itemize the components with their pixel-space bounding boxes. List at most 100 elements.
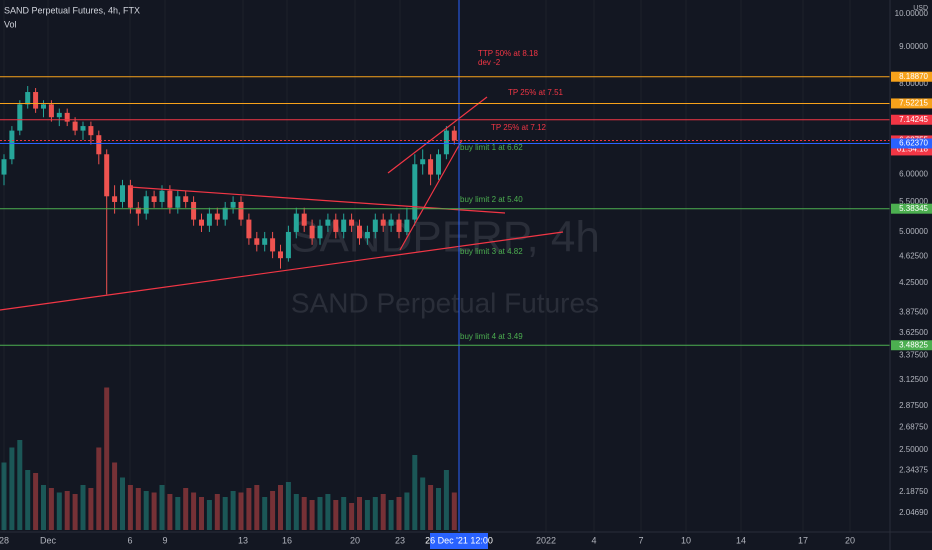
x-tick-label: 13 (238, 535, 248, 545)
candle-body (167, 190, 173, 208)
candle-body (120, 185, 125, 202)
candle-body (317, 225, 323, 239)
candle-body (25, 92, 31, 105)
volume-bar (151, 492, 157, 530)
y-tick-label: 6.00000 (899, 170, 928, 179)
candle-body (206, 213, 212, 226)
candle-body (64, 112, 70, 122)
candle-body (33, 92, 39, 109)
candle-body (104, 154, 110, 197)
candle-body (396, 219, 402, 232)
y-tick-label: 3.12500 (899, 375, 928, 384)
x-tick-label: 10 (681, 535, 691, 545)
annotation: buy limit 2 at 5.40 (460, 195, 523, 204)
x-tick-label: 9 (162, 535, 167, 545)
candle-body (451, 130, 457, 141)
candle-body (309, 225, 315, 239)
candle-body (1, 159, 7, 175)
volume-bar (301, 497, 307, 530)
price-tag (891, 203, 932, 214)
volume-bar (214, 494, 220, 530)
y-tick-label: 3.62500 (899, 328, 928, 337)
candle-body (293, 213, 299, 232)
volume-bar (230, 491, 236, 530)
volume-bar (443, 470, 449, 530)
candle-body (412, 164, 418, 220)
volume-bar (56, 492, 62, 530)
volume-bar (372, 497, 378, 530)
price-tag (891, 340, 932, 351)
x-tick-label: 20 (350, 535, 360, 545)
annotation: buy limit 3 at 4.82 (460, 247, 523, 256)
watermark-subtitle: SAND Perpetual Futures (291, 287, 599, 318)
volume-bar (64, 491, 70, 530)
volume-bar (380, 494, 386, 530)
candle-body (301, 213, 307, 226)
volume-bar (183, 488, 189, 530)
candle-body (41, 104, 46, 109)
volume-bar (72, 494, 78, 530)
volume-bar (325, 494, 331, 530)
candle-body (333, 219, 339, 232)
candle-body (238, 201, 244, 220)
price-tag-label: 3.48825 (899, 340, 928, 349)
candle-body (270, 238, 276, 252)
annotation: TP 25% at 7.51 (508, 88, 564, 97)
volume-bar (48, 488, 54, 530)
volume-bar (127, 485, 133, 530)
candle-body (183, 196, 189, 202)
candle-body (404, 219, 410, 232)
price-tag-label: 6.62370 (899, 139, 928, 148)
candle-body (278, 251, 283, 259)
crosshair-label: 26 Dec '21 12:00 (425, 535, 493, 545)
volume-bar (349, 503, 355, 530)
candle-body (88, 126, 94, 136)
volume-bar (246, 488, 252, 530)
annotation: buy limit 1 at 6.62 (460, 143, 523, 152)
x-tick-label: Dec (40, 535, 57, 545)
price-tag-label: 7.52215 (899, 99, 928, 108)
volume-bar (293, 494, 299, 530)
volume-bar (317, 497, 323, 530)
candle-body (135, 207, 141, 214)
volume-bar (175, 497, 181, 530)
volume-bar (25, 470, 31, 530)
y-tick-label: 3.87500 (899, 307, 928, 316)
volume-bar (364, 500, 370, 530)
candle-body (262, 238, 268, 245)
candle-body (9, 130, 15, 160)
x-tick-label: 6 (127, 535, 132, 545)
volume-bar (104, 387, 110, 530)
volume-bar (333, 500, 339, 530)
chart-title: SAND Perpetual Futures, 4h, FTX (4, 5, 140, 15)
volume-bar (309, 500, 315, 530)
volume-bar (396, 497, 402, 530)
volume-bar (159, 485, 165, 530)
candle-body (48, 104, 54, 118)
trend-line (0, 231, 564, 311)
candle-body (80, 126, 86, 131)
candle-body (191, 201, 197, 220)
y-tick-label: 5.00000 (899, 227, 928, 236)
volume-bar (412, 455, 418, 530)
candle-body (175, 196, 181, 208)
volume-bar (17, 440, 23, 530)
candle-body (56, 112, 62, 118)
candle-body (199, 219, 204, 226)
volume-bar (33, 473, 39, 530)
candle-body (17, 104, 23, 131)
x-tick-label: 2022 (536, 535, 556, 545)
candle-body (214, 213, 220, 220)
candle-body (357, 225, 362, 239)
volume-bar (199, 497, 204, 530)
candle-body (443, 130, 449, 155)
x-tick-label: 7 (638, 535, 643, 545)
volume-bar (262, 497, 268, 530)
candle-body (72, 121, 78, 131)
volume-bar (191, 492, 197, 530)
volume-bar (1, 462, 7, 530)
volume-bar (278, 485, 283, 530)
price-tag (891, 98, 932, 109)
volume-bar (341, 497, 347, 530)
